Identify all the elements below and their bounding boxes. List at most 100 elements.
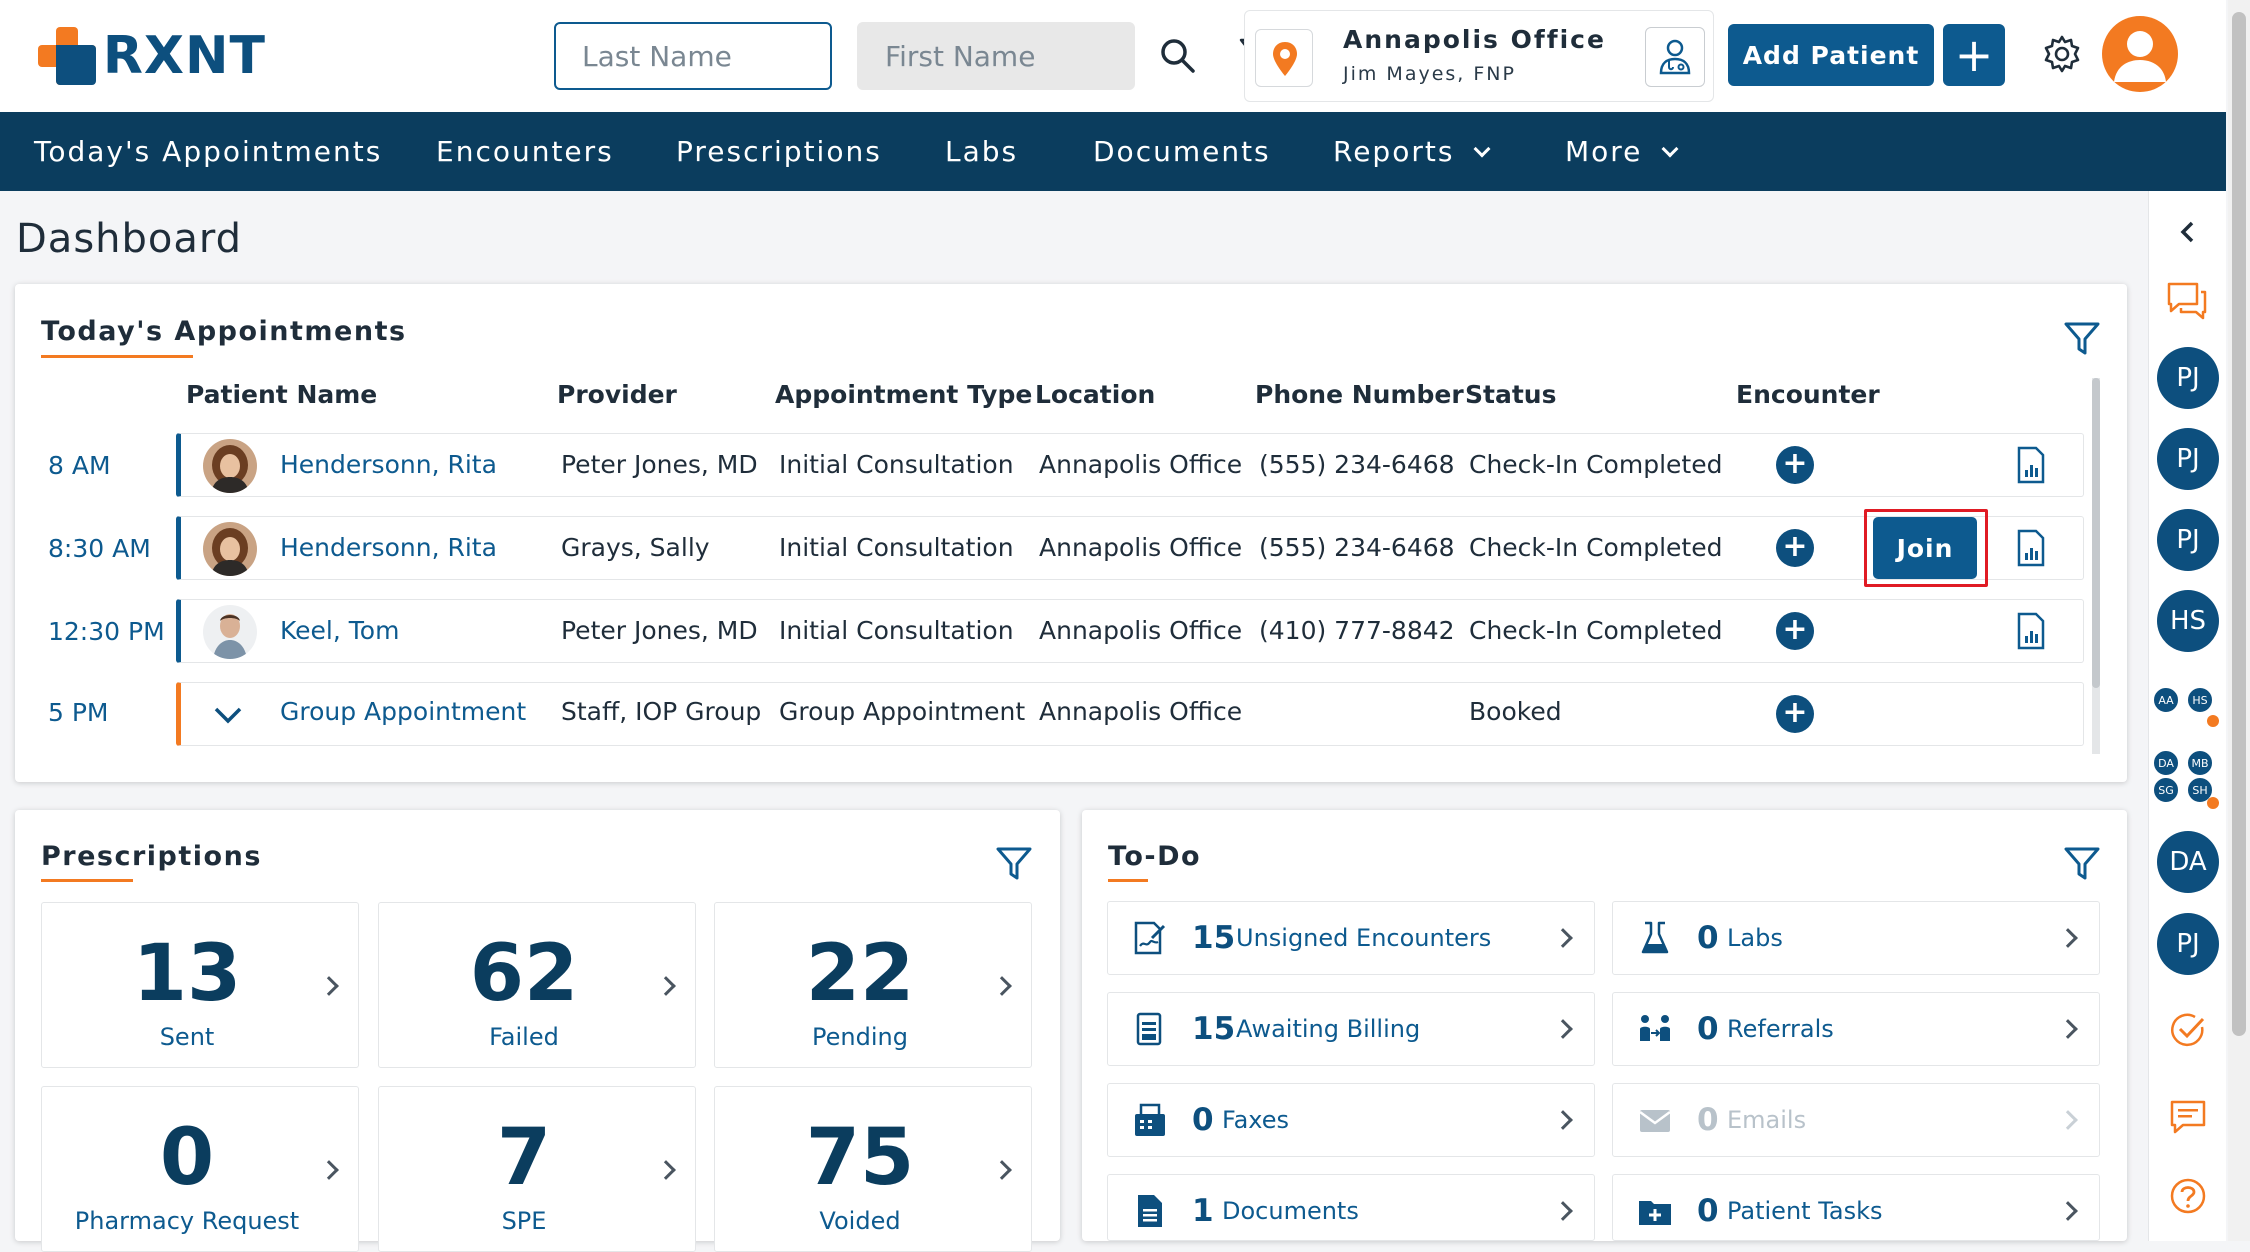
appointments-scroll-thumb[interactable] — [2092, 378, 2100, 688]
tasks-check-icon[interactable] — [2169, 1011, 2207, 1049]
todo-count: 1 — [1192, 1193, 1214, 1229]
report-doc-icon[interactable] — [2016, 612, 2046, 650]
report-doc-icon[interactable] — [2016, 446, 2046, 484]
todo-documents[interactable]: 1 Documents — [1107, 1174, 1595, 1241]
nav-reports[interactable]: Reports — [1333, 112, 1491, 191]
location-pin-button[interactable] — [1255, 29, 1313, 87]
nav-prescriptions[interactable]: Prescriptions — [676, 135, 882, 168]
page-scrollbar[interactable] — [2228, 0, 2250, 1241]
col-location[interactable]: Location — [1035, 380, 1156, 409]
add-encounter-button[interactable]: + — [1776, 446, 1814, 484]
office-selector[interactable]: Annapolis Office Jim Mayes, FNP — [1244, 10, 1714, 102]
todo-labs[interactable]: 0 Labs — [1612, 901, 2100, 975]
nav-todays-appointments[interactable]: Today's Appointments — [34, 135, 383, 168]
patient-name-link[interactable]: Hendersonn, Rita — [280, 450, 497, 479]
location-cell: Annapolis Office — [1039, 450, 1243, 479]
help-icon[interactable] — [2169, 1177, 2207, 1215]
provider-cell: Peter Jones, MD — [561, 450, 758, 479]
patient-name-link[interactable]: Keel, Tom — [280, 616, 400, 645]
appointment-row[interactable]: Hendersonn, Rita Grays, Sally Initial Co… — [176, 516, 2084, 580]
add-patient-button[interactable]: Add Patient — [1728, 24, 1934, 86]
user-avatar[interactable] — [2102, 16, 2178, 92]
chevron-down-icon[interactable] — [213, 703, 243, 727]
nav-labs[interactable]: Labs — [945, 135, 1019, 168]
todo-patient-tasks[interactable]: 0 Patient Tasks — [1612, 1174, 2100, 1241]
collapse-chevron-icon[interactable] — [2175, 219, 2201, 245]
mini-avatar[interactable]: HS — [2187, 687, 2213, 713]
rx-spe-tile[interactable]: 7 SPE — [378, 1086, 696, 1252]
nav-more[interactable]: More — [1565, 112, 1679, 191]
logo-cross-icon — [36, 25, 96, 87]
chat-icon[interactable] — [2165, 280, 2209, 320]
rx-pending-tile[interactable]: 22 Pending — [714, 902, 1032, 1068]
mini-avatar[interactable]: DA — [2153, 750, 2179, 776]
todo-label: Patient Tasks — [1727, 1197, 1883, 1225]
col-appointment-type[interactable]: Appointment Type — [775, 380, 1033, 409]
rxnt-logo[interactable]: RXNT — [36, 24, 266, 88]
todo-referrals[interactable]: 0 Referrals — [1612, 992, 2100, 1066]
chevron-right-icon — [2058, 1201, 2078, 1221]
stat-label: Sent — [159, 1023, 215, 1051]
report-doc-icon[interactable] — [2016, 529, 2046, 567]
appointment-row[interactable]: Group Appointment Staff, IOP Group Group… — [176, 682, 2084, 746]
provider-button[interactable] — [1645, 27, 1705, 87]
rx-pharmacy-request-tile[interactable]: 0 Pharmacy Request — [41, 1086, 359, 1252]
gear-icon[interactable] — [2042, 34, 2082, 74]
nav-reports-label: Reports — [1333, 135, 1455, 168]
patient-name-link[interactable]: Hendersonn, Rita — [280, 533, 497, 562]
rail-avatar[interactable]: PJ — [2157, 509, 2219, 571]
appointments-filter-icon[interactable] — [2062, 318, 2102, 358]
chevron-right-icon — [2058, 1110, 2078, 1130]
col-provider[interactable]: Provider — [557, 380, 677, 409]
rail-avatar[interactable]: PJ — [2157, 347, 2219, 409]
stat-value: 62 — [469, 929, 579, 1019]
location-cell: Annapolis Office — [1039, 697, 1243, 726]
message-icon[interactable] — [2169, 1099, 2207, 1135]
todo-unsigned-encounters[interactable]: 15 Unsigned Encounters — [1107, 901, 1595, 975]
last-name-input[interactable] — [554, 22, 832, 90]
email-icon — [1639, 1110, 1671, 1132]
search-icon[interactable] — [1158, 36, 1198, 76]
mini-avatar[interactable]: SG — [2153, 777, 2179, 803]
col-encounter[interactable]: Encounter — [1736, 380, 1880, 409]
task-folder-icon — [1639, 1201, 1671, 1225]
join-telehealth-button[interactable]: Join — [1873, 517, 1977, 579]
status-cell: Check-In Completed — [1469, 616, 1723, 645]
col-patient-name[interactable]: Patient Name — [186, 380, 378, 409]
mini-avatar[interactable]: MB — [2187, 750, 2213, 776]
prescriptions-filter-icon[interactable] — [994, 843, 1034, 883]
quick-add-button[interactable]: + — [1943, 24, 2005, 86]
stat-value: 22 — [805, 929, 915, 1019]
chevron-right-icon — [2058, 928, 2078, 948]
first-name-input[interactable] — [857, 22, 1135, 90]
mini-avatar[interactable]: AA — [2153, 687, 2179, 713]
group-appointment-link[interactable]: Group Appointment — [280, 697, 527, 726]
rx-failed-tile[interactable]: 62 Failed — [378, 902, 696, 1068]
appointment-row[interactable]: Hendersonn, Rita Peter Jones, MD Initial… — [176, 433, 2084, 497]
add-encounter-button[interactable]: + — [1776, 695, 1814, 733]
nav-documents[interactable]: Documents — [1093, 135, 1271, 168]
phone-cell: (555) 234-6468 — [1259, 450, 1455, 479]
todo-awaiting-billing[interactable]: 15 Awaiting Billing — [1107, 992, 1595, 1066]
todo-label: Labs — [1727, 924, 1783, 952]
page-scroll-thumb[interactable] — [2232, 12, 2246, 1036]
location-cell: Annapolis Office — [1039, 616, 1243, 645]
todo-count: 15 — [1192, 1011, 1236, 1047]
rail-avatar[interactable]: PJ — [2157, 428, 2219, 490]
rail-avatar[interactable]: DA — [2157, 831, 2219, 893]
nav-encounters[interactable]: Encounters — [436, 135, 614, 168]
notification-dot — [2207, 715, 2219, 727]
add-encounter-button[interactable]: + — [1776, 529, 1814, 567]
todo-faxes[interactable]: 0 Faxes — [1107, 1083, 1595, 1157]
page-title: Dashboard — [16, 216, 243, 262]
col-status[interactable]: Status — [1465, 380, 1557, 409]
todo-label: Emails — [1727, 1106, 1807, 1134]
rail-avatar[interactable]: HS — [2157, 590, 2219, 652]
rail-avatar[interactable]: PJ — [2157, 913, 2219, 975]
rx-voided-tile[interactable]: 75 Voided — [714, 1086, 1032, 1252]
todo-filter-icon[interactable] — [2062, 843, 2102, 883]
appointment-row[interactable]: Keel, Tom Peter Jones, MD Initial Consul… — [176, 599, 2084, 663]
rx-sent-tile[interactable]: 13 Sent — [41, 902, 359, 1068]
add-encounter-button[interactable]: + — [1776, 612, 1814, 650]
col-phone-number[interactable]: Phone Number — [1255, 380, 1464, 409]
